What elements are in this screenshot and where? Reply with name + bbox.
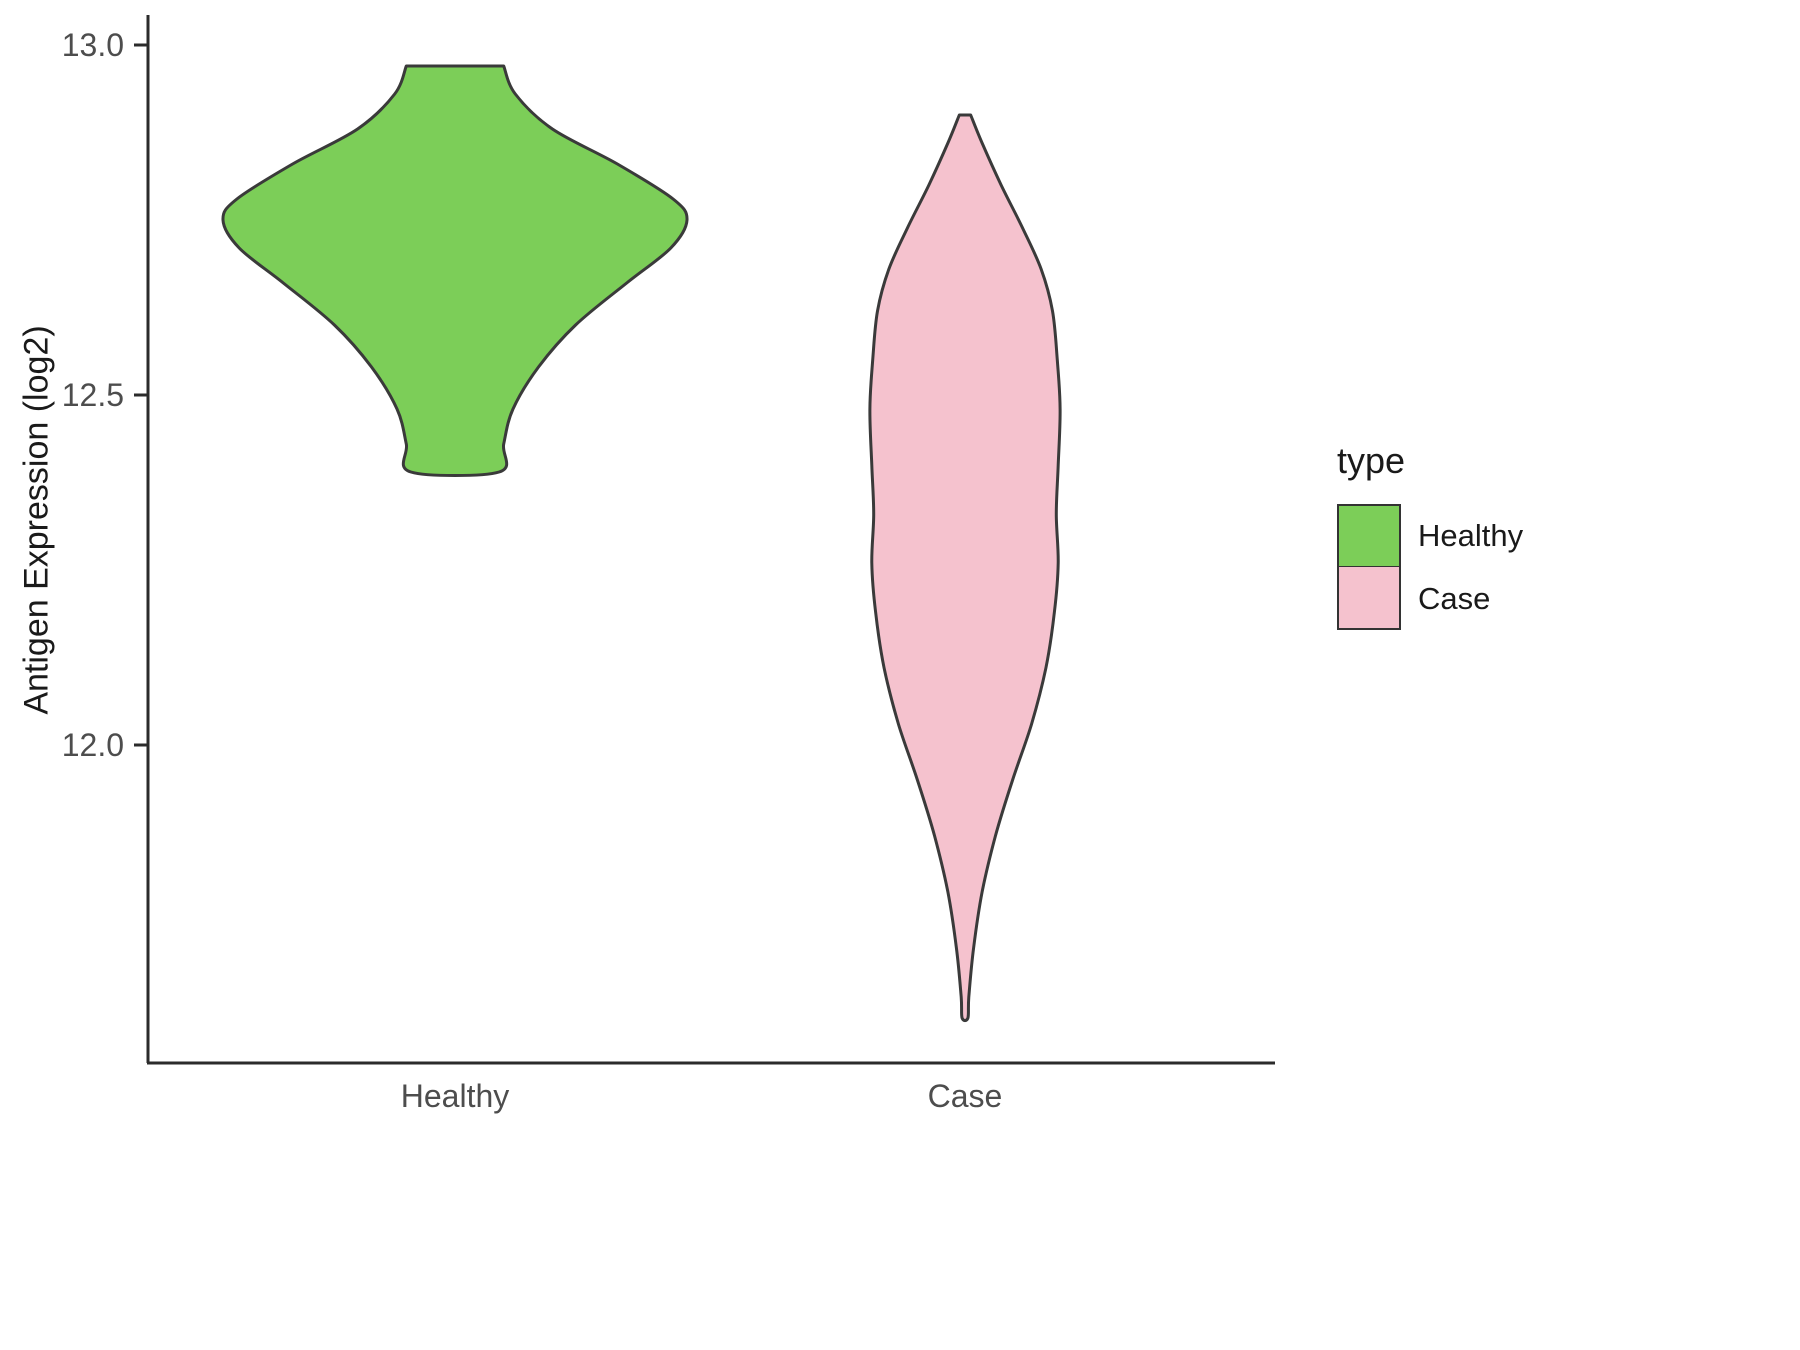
legend-swatch-healthy bbox=[1337, 503, 1401, 568]
legend-item-case: Case bbox=[1337, 567, 1523, 630]
legend-swatch-case bbox=[1337, 567, 1401, 630]
legend-label-healthy: Healthy bbox=[1418, 517, 1524, 553]
y-tick-label: 13.0 bbox=[62, 27, 124, 63]
y-tick-label: 12.0 bbox=[62, 727, 124, 763]
legend-item-healthy: Healthy bbox=[1337, 503, 1524, 568]
x-tick-label-healthy: Healthy bbox=[401, 1078, 510, 1114]
violin-case bbox=[868, 113, 1062, 1023]
y-tick-label: 12.5 bbox=[62, 377, 124, 413]
y-axis-label: Antigen Expression (log2) bbox=[17, 325, 56, 715]
legend-label-case: Case bbox=[1418, 580, 1491, 616]
violin-healthy bbox=[221, 64, 689, 478]
legend: type Healthy Case bbox=[1337, 440, 1523, 630]
legend-title: type bbox=[1337, 440, 1406, 481]
x-tick-label-case: Case bbox=[928, 1078, 1003, 1114]
